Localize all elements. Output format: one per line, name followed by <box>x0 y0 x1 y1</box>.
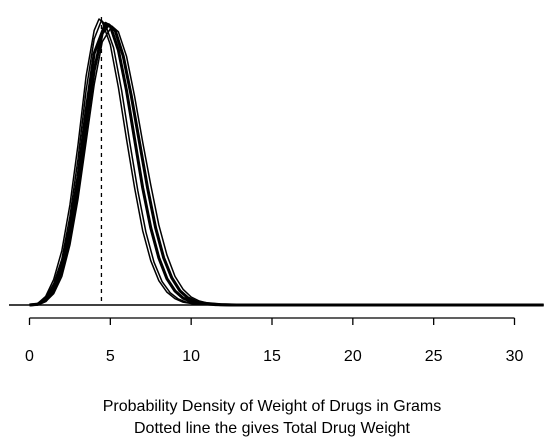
x-tick-label-25: 25 <box>425 348 443 365</box>
x-tick-label-5: 5 <box>106 348 115 365</box>
x-tick-label-0: 0 <box>25 348 34 365</box>
density-curves <box>29 18 544 307</box>
density-curve-2 <box>29 19 544 306</box>
x-axis-ticks: 0 5 10 15 20 25 30 <box>25 318 524 365</box>
x-tick-label-30: 30 <box>506 348 524 365</box>
density-curve-5 <box>29 25 544 306</box>
x-tick-label-15: 15 <box>263 348 281 365</box>
density-curve-3 <box>29 21 544 307</box>
x-axis-label-line-1: Probability Density of Weight of Drugs i… <box>103 398 442 415</box>
density-curve-1 <box>29 18 544 306</box>
x-tick-label-20: 20 <box>344 348 362 365</box>
x-axis-label-line-2: Dotted line the gives Total Drug Weight <box>134 420 411 437</box>
x-tick-label-10: 10 <box>182 348 200 365</box>
density-curve-4 <box>29 23 544 307</box>
